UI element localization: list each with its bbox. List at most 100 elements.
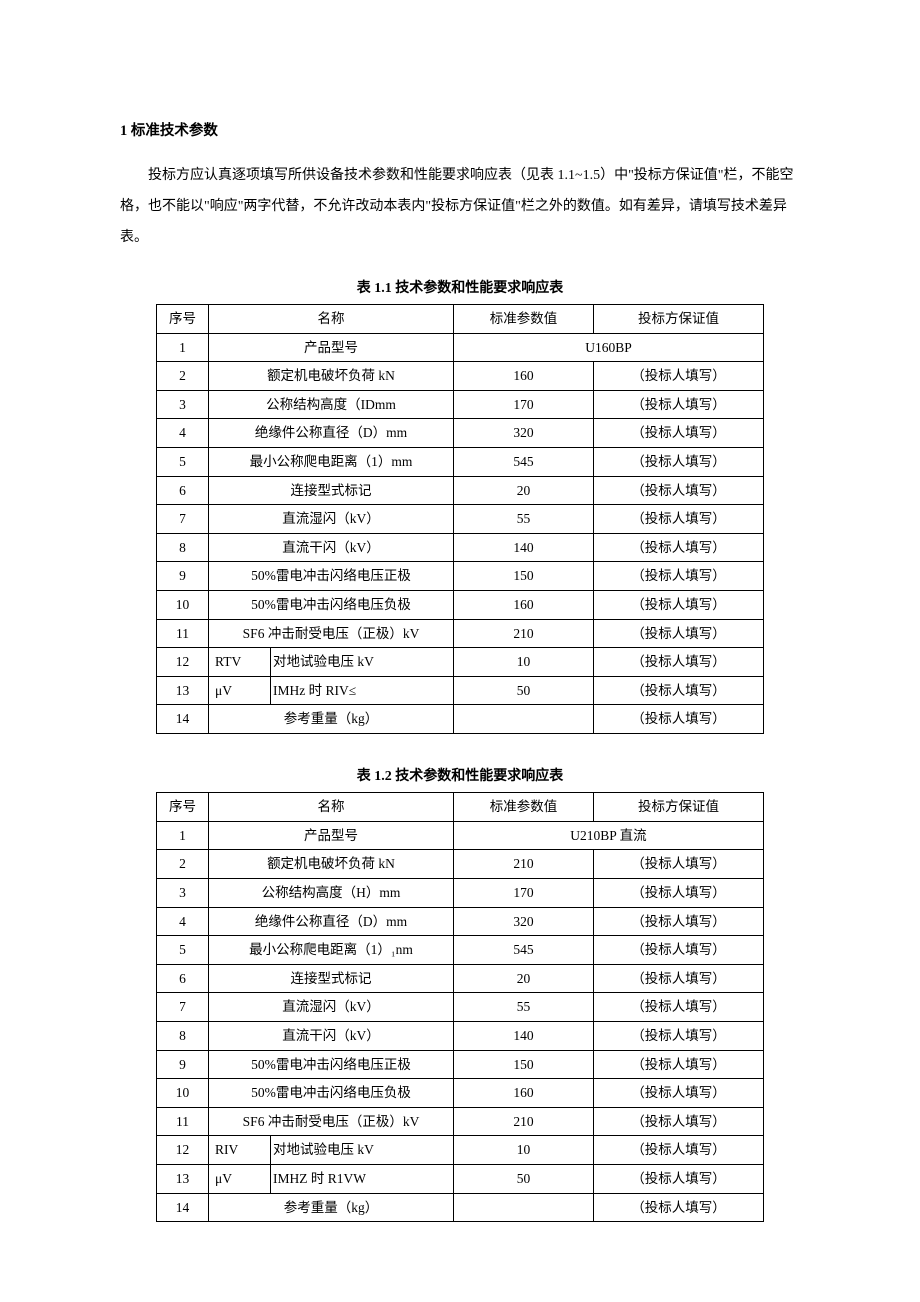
table-row: 12 RTV 对地试验电压 kV 10 （投标人填写） — [157, 648, 764, 677]
row-std: 150 — [454, 1050, 594, 1079]
col-header-name: 名称 — [209, 793, 454, 822]
col-header-seq: 序号 — [157, 304, 209, 333]
row-seq: 12 — [157, 648, 209, 677]
table-row: 14 参考重量（kg） （投标人填写） — [157, 1193, 764, 1222]
row-bid: （投标人填写） — [594, 1022, 764, 1051]
row-seq: 1 — [157, 821, 209, 850]
row-std: 160 — [454, 1079, 594, 1108]
row-seq: 6 — [157, 964, 209, 993]
row-name: SF6 冲击耐受电压（正极）kV — [209, 1107, 454, 1136]
riv-group-label: RIV — [209, 1136, 271, 1165]
row-name: 额定机电破坏负荷 kN — [209, 362, 454, 391]
table-row: 14 参考重量（kg） （投标人填写） — [157, 705, 764, 734]
row-name: 50%雷电冲击闪络电压正极 — [209, 562, 454, 591]
col-header-std: 标准参数值 — [454, 304, 594, 333]
row-bid: （投标人填写） — [594, 505, 764, 534]
row-std — [454, 1193, 594, 1222]
row-name: 连接型式标记 — [209, 476, 454, 505]
product-value: U160BP — [454, 333, 764, 362]
row-std: 10 — [454, 648, 594, 677]
row-bid: （投标人填写） — [594, 1164, 764, 1193]
row-name: 公称结构高度（H）mm — [209, 879, 454, 908]
row-name: 50%雷电冲击闪络电压负极 — [209, 1079, 454, 1108]
table-row: 3公称结构高度（IDmm170（投标人填写） — [157, 390, 764, 419]
row-seq: 2 — [157, 850, 209, 879]
row-seq: 11 — [157, 1107, 209, 1136]
row-name: 绝缘件公称直径（D）mm — [209, 419, 454, 448]
row-std: 20 — [454, 964, 594, 993]
row-bid: （投标人填写） — [594, 619, 764, 648]
row-std: 20 — [454, 476, 594, 505]
row-std: 210 — [454, 850, 594, 879]
table-row: 6连接型式标记20（投标人填写） — [157, 476, 764, 505]
col-header-std: 标准参数值 — [454, 793, 594, 822]
row-name: 最小公称爬电距离（1）mm — [209, 447, 454, 476]
row-seq: 12 — [157, 1136, 209, 1165]
table-row: 3公称结构高度（H）mm170（投标人填写） — [157, 879, 764, 908]
table-row: 1050%雷电冲击闪络电压负极160（投标人填写） — [157, 590, 764, 619]
table2-caption: 表 1.2 技术参数和性能要求响应表 — [120, 766, 800, 788]
row-name: IMHz 时 RIV≤ — [271, 676, 454, 705]
row-bid: （投标人填写） — [594, 533, 764, 562]
row-std: 50 — [454, 1164, 594, 1193]
row-name: 直流干闪（kV） — [209, 533, 454, 562]
row-seq: 1 — [157, 333, 209, 362]
product-row: 1 产品型号 U210BP 直流 — [157, 821, 764, 850]
row-bid: （投标人填写） — [594, 648, 764, 677]
row-seq: 7 — [157, 993, 209, 1022]
row-name: 对地试验电压 kV — [271, 648, 454, 677]
table-row: 5最小公称爬电距离（1）₁nm545（投标人填写） — [157, 936, 764, 965]
row-std: 50 — [454, 676, 594, 705]
row-bid: （投标人填写） — [594, 1050, 764, 1079]
row-std: 170 — [454, 390, 594, 419]
row-name: 连接型式标记 — [209, 964, 454, 993]
row-name: 参考重量（kg） — [209, 705, 454, 734]
col-header-bid: 投标方保证值 — [594, 793, 764, 822]
table-row: 8直流干闪（kV）140（投标人填写） — [157, 533, 764, 562]
riv-group-label: RTV — [209, 648, 271, 677]
row-seq: 3 — [157, 390, 209, 419]
table-header-row: 序号 名称 标准参数值 投标方保证值 — [157, 304, 764, 333]
row-seq: 13 — [157, 1164, 209, 1193]
table-row: 7直流湿闪（kV）55（投标人填写） — [157, 993, 764, 1022]
row-seq: 13 — [157, 676, 209, 705]
table-row: 950%雷电冲击闪络电压正极150（投标人填写） — [157, 1050, 764, 1079]
row-seq: 14 — [157, 1193, 209, 1222]
row-seq: 6 — [157, 476, 209, 505]
row-bid: （投标人填写） — [594, 590, 764, 619]
table-row: 2额定机电破坏负荷 kN160（投标人填写） — [157, 362, 764, 391]
row-seq: 3 — [157, 879, 209, 908]
row-bid: （投标人填写） — [594, 447, 764, 476]
row-bid: （投标人填写） — [594, 362, 764, 391]
row-bid: （投标人填写） — [594, 879, 764, 908]
row-seq: 2 — [157, 362, 209, 391]
table-row: 13 μV IMHZ 时 R1VW 50 （投标人填写） — [157, 1164, 764, 1193]
table-spacer — [120, 734, 800, 754]
row-std: 140 — [454, 533, 594, 562]
row-seq: 5 — [157, 936, 209, 965]
row-name: 最小公称爬电距离（1）₁nm — [209, 936, 454, 965]
row-bid: （投标人填写） — [594, 562, 764, 591]
row-bid: （投标人填写） — [594, 419, 764, 448]
row-name: 绝缘件公称直径（D）mm — [209, 907, 454, 936]
row-seq: 4 — [157, 907, 209, 936]
intro-paragraph: 投标方应认真逐项填写所供设备技术参数和性能要求响应表（见表 1.1~1.5）中"… — [120, 161, 800, 253]
row-name: 参考重量（kg） — [209, 1193, 454, 1222]
row-seq: 11 — [157, 619, 209, 648]
row-bid: （投标人填写） — [594, 850, 764, 879]
table-row: 6连接型式标记20（投标人填写） — [157, 964, 764, 993]
row-std: 10 — [454, 1136, 594, 1165]
table-row: 2额定机电破坏负荷 kN210（投标人填写） — [157, 850, 764, 879]
col-header-name: 名称 — [209, 304, 454, 333]
row-std: 140 — [454, 1022, 594, 1051]
product-label: 产品型号 — [209, 821, 454, 850]
row-name: IMHZ 时 R1VW — [271, 1164, 454, 1193]
table-row: 11SF6 冲击耐受电压（正极）kV210（投标人填写） — [157, 619, 764, 648]
row-seq: 7 — [157, 505, 209, 534]
row-std: 55 — [454, 505, 594, 534]
row-name: 公称结构高度（IDmm — [209, 390, 454, 419]
table-row: 8直流干闪（kV）140（投标人填写） — [157, 1022, 764, 1051]
row-name: 对地试验电压 kV — [271, 1136, 454, 1165]
row-name: SF6 冲击耐受电压（正极）kV — [209, 619, 454, 648]
row-seq: 10 — [157, 590, 209, 619]
